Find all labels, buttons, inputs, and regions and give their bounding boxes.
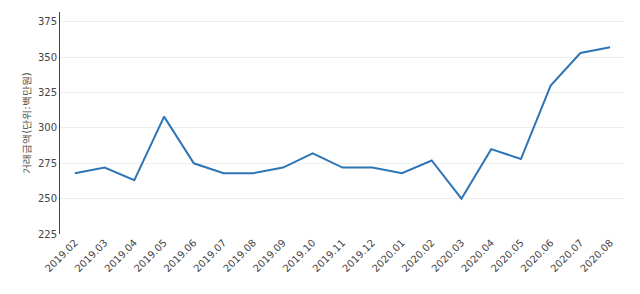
- svg-text:2019.02: 2019.02: [43, 237, 80, 274]
- svg-text:2019.06: 2019.06: [162, 237, 199, 274]
- svg-text:250: 250: [38, 193, 57, 204]
- svg-text:2020.07: 2020.07: [548, 237, 585, 274]
- svg-text:2020.05: 2020.05: [489, 237, 526, 274]
- svg-text:2019.04: 2019.04: [102, 237, 139, 274]
- svg-text:2020.03: 2020.03: [429, 237, 466, 274]
- svg-text:2020.08: 2020.08: [578, 237, 615, 274]
- svg-text:2019.08: 2019.08: [221, 237, 258, 274]
- svg-text:2020.04: 2020.04: [459, 237, 496, 274]
- svg-text:300: 300: [38, 122, 57, 133]
- svg-text:2019.12: 2019.12: [340, 237, 377, 274]
- svg-text:2019.05: 2019.05: [132, 237, 169, 274]
- svg-text:375: 375: [38, 16, 57, 27]
- svg-text:2019.10: 2019.10: [281, 237, 318, 274]
- svg-text:2019.03: 2019.03: [73, 237, 110, 274]
- svg-text:275: 275: [38, 158, 57, 169]
- svg-text:2020.01: 2020.01: [370, 237, 407, 274]
- svg-text:2020.06: 2020.06: [519, 237, 556, 274]
- svg-text:325: 325: [38, 87, 57, 98]
- svg-text:2019.07: 2019.07: [191, 237, 228, 274]
- svg-text:350: 350: [38, 52, 57, 63]
- svg-text:225: 225: [38, 229, 57, 240]
- svg-text:거래금액(단위:백만원): 거래금액(단위:백만원): [21, 72, 32, 173]
- svg-text:2020.02: 2020.02: [400, 237, 437, 274]
- svg-text:2019.11: 2019.11: [310, 237, 347, 274]
- svg-text:2019.09: 2019.09: [251, 237, 288, 274]
